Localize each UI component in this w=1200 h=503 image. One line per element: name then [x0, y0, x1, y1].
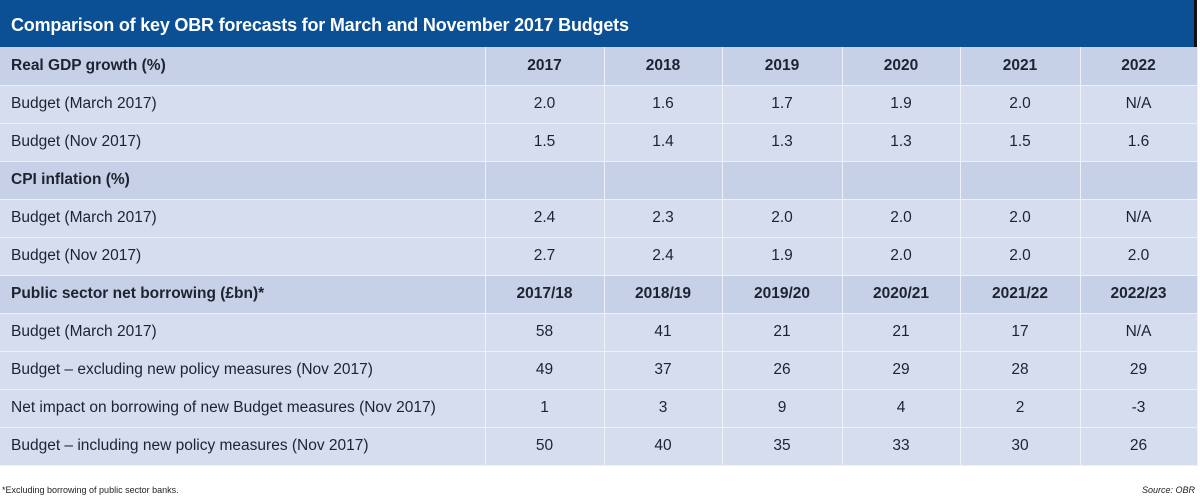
column-header: 2021 — [959, 47, 1081, 86]
table-row: Budget (March 2017) 58 41 21 21 17 N/A — [0, 313, 1198, 352]
table-cell: 26 — [1079, 427, 1198, 466]
table-cell: 1.7 — [721, 85, 843, 124]
table-cell: 2.0 — [959, 85, 1081, 124]
table-cell: N/A — [1079, 313, 1198, 352]
table-cell: 37 — [603, 351, 723, 390]
column-header — [959, 161, 1081, 200]
table-cell: 2.4 — [484, 199, 605, 238]
table-row: Net impact on borrowing of new Budget me… — [0, 389, 1198, 428]
table-cell: 1.5 — [959, 123, 1081, 162]
section-header-row: Public sector net borrowing (£bn)* 2017/1… — [0, 275, 1198, 314]
forecast-table: Real GDP growth (%) 2017 2018 2019 2020 2021 2… — [0, 47, 1198, 466]
table-cell: 2.0 — [841, 199, 961, 238]
section-header-row: Real GDP growth (%) 2017 2018 2019 2020 2021 2… — [0, 47, 1198, 86]
row-label: Budget (Nov 2017) — [0, 123, 486, 162]
table-cell: -3 — [1079, 389, 1198, 428]
table-cell: 33 — [841, 427, 961, 466]
table-cell: 21 — [721, 313, 843, 352]
row-label: Budget – including new policy measures (… — [0, 427, 486, 466]
table-cell: 41 — [603, 313, 723, 352]
table-row: Budget – excluding new policy measures (… — [0, 351, 1198, 390]
table-cell: 2.0 — [721, 199, 843, 238]
table-cell: 26 — [721, 351, 843, 390]
column-header — [721, 161, 843, 200]
table-cell: 2.0 — [841, 237, 961, 276]
table-cell: 49 — [484, 351, 605, 390]
table-cell: 2.0 — [959, 199, 1081, 238]
table-cell: 1.6 — [1079, 123, 1198, 162]
table-row: Budget (March 2017) 2.4 2.3 2.0 2.0 2.0 N/A — [0, 199, 1198, 238]
table-cell: 4 — [841, 389, 961, 428]
source-note: Source: OBR — [1141, 485, 1195, 495]
row-label: Net impact on borrowing of new Budget me… — [0, 389, 486, 428]
row-label: Budget (March 2017) — [0, 85, 486, 124]
column-header: 2022/23 — [1079, 275, 1198, 314]
table-cell: 30 — [959, 427, 1081, 466]
section-heading: Real GDP growth (%) — [0, 47, 486, 86]
row-label: Budget (Nov 2017) — [0, 237, 486, 276]
column-header — [603, 161, 723, 200]
column-header — [841, 161, 961, 200]
column-header: 2020/21 — [841, 275, 961, 314]
table-cell: 2.0 — [1079, 237, 1198, 276]
table-cell: 1.9 — [721, 237, 843, 276]
table-cell: 40 — [603, 427, 723, 466]
table-cell: 2.0 — [959, 237, 1081, 276]
section-heading: Public sector net borrowing (£bn)* — [0, 275, 486, 314]
table-cell: 28 — [959, 351, 1081, 390]
table-title: Comparison of key OBR forecasts for Marc… — [11, 15, 629, 35]
table-cell: 50 — [484, 427, 605, 466]
row-label: Budget (March 2017) — [0, 313, 486, 352]
table-cell: 1.5 — [484, 123, 605, 162]
table-cell: 2.0 — [484, 85, 605, 124]
table-cell: 58 — [484, 313, 605, 352]
table-cell: 21 — [841, 313, 961, 352]
table-row: Budget (Nov 2017) 2.7 2.4 1.9 2.0 2.0 2.0 — [0, 237, 1198, 276]
footnote: *Excluding borrowing of public sector ba… — [2, 485, 179, 495]
table-row: Budget – including new policy measures (… — [0, 427, 1198, 466]
table-row: Budget (Nov 2017) 1.5 1.4 1.3 1.3 1.5 1.6 — [0, 123, 1198, 162]
column-header: 2019 — [721, 47, 843, 86]
table-cell: 3 — [603, 389, 723, 428]
table-cell: 1.3 — [841, 123, 961, 162]
table-cell: 2 — [959, 389, 1081, 428]
section-heading: CPI inflation (%) — [0, 161, 486, 200]
title-bar: Comparison of key OBR forecasts for Marc… — [0, 0, 1197, 47]
column-header — [484, 161, 605, 200]
table-cell: 1.6 — [603, 85, 723, 124]
column-header — [1079, 161, 1198, 200]
table-cell: 29 — [1079, 351, 1198, 390]
section-header-row: CPI inflation (%) — [0, 161, 1198, 200]
row-label: Budget – excluding new policy measures (… — [0, 351, 486, 390]
column-header: 2019/20 — [721, 275, 843, 314]
table-cell: 1.3 — [721, 123, 843, 162]
table-cell: 1 — [484, 389, 605, 428]
table-cell: 9 — [721, 389, 843, 428]
table-cell: 35 — [721, 427, 843, 466]
table-cell: 17 — [959, 313, 1081, 352]
table-cell: 29 — [841, 351, 961, 390]
table-cell: 1.4 — [603, 123, 723, 162]
table-cell: 2.7 — [484, 237, 605, 276]
column-header: 2018 — [603, 47, 723, 86]
column-header: 2017/18 — [484, 275, 605, 314]
column-header: 2021/22 — [959, 275, 1081, 314]
table-row: Budget (March 2017) 2.0 1.6 1.7 1.9 2.0 N/A — [0, 85, 1198, 124]
table-cell: N/A — [1079, 199, 1198, 238]
column-header: 2017 — [484, 47, 605, 86]
table-cell: N/A — [1079, 85, 1198, 124]
table-cell: 2.4 — [603, 237, 723, 276]
column-header: 2018/19 — [603, 275, 723, 314]
table-cell: 2.3 — [603, 199, 723, 238]
column-header: 2020 — [841, 47, 961, 86]
column-header: 2022 — [1079, 47, 1198, 86]
table-cell: 1.9 — [841, 85, 961, 124]
row-label: Budget (March 2017) — [0, 199, 486, 238]
